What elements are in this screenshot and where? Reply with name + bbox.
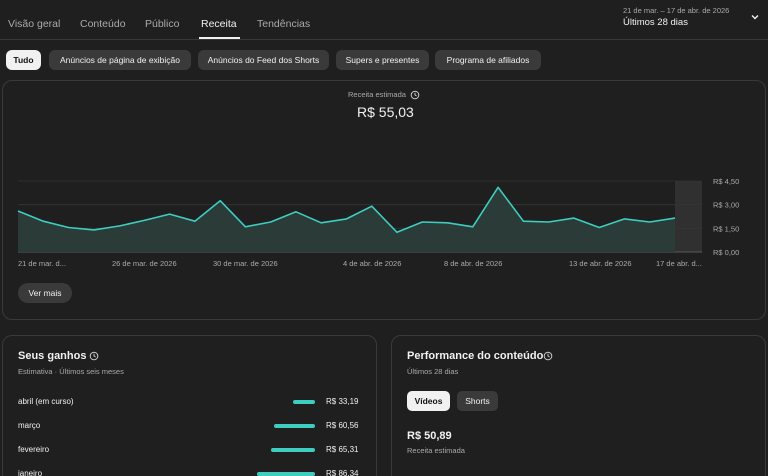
earnings-title: Seus ganhos [18,350,87,362]
revenue-value: R$ 55,03 [357,104,414,120]
earnings-bar [271,448,315,452]
chart-y-tick-label: R$ 1,50 [713,224,739,233]
chart-y-tick-label: R$ 0,00 [713,248,739,257]
performance-value: R$ 50,89 [407,430,452,442]
chevron-down-icon[interactable] [750,12,760,22]
see-more-button[interactable]: Ver mais [18,283,72,303]
top-nav: Visão geral Conteúdo Público Receita Ten… [0,0,768,40]
earnings-month: fevereiro [18,445,50,454]
earnings-month: janeiro [18,469,43,476]
chart-x-tick-label: 30 de mar. de 2026 [213,259,278,268]
segment-videos[interactable]: Vídeos [407,391,450,411]
segment-shorts[interactable]: Shorts [457,391,498,411]
chip-shorts-feed-ads[interactable]: Anúncios do Feed dos Shorts [198,50,329,70]
earnings-value: R$ 65,31 [326,445,359,454]
chart-current-day-highlight [675,181,702,252]
earnings-value: R$ 33,19 [326,397,359,406]
clock-icon[interactable] [89,351,99,361]
clock-icon[interactable] [410,90,420,100]
date-range-text[interactable]: 21 de mar. – 17 de abr. de 2026 [623,6,730,15]
earnings-card [2,335,377,476]
revenue-chart: R$ 0,00 R$ 1,50 R$ 3,00 R$ 4,50 21 de mar. … [17,177,739,268]
revenue-label: Receita estimada [348,90,406,99]
chip-all[interactable]: Tudo [6,50,41,70]
chart-y-tick-label: R$ 3,00 [713,201,739,210]
tab-revenue[interactable]: Receita [201,18,237,30]
chart-x-tick-label: 4 de abr. de 2026 [343,259,401,268]
clock-icon[interactable] [543,351,553,361]
performance-card [391,335,766,476]
earnings-subtitle: Estimativa · Últimos seis meses [18,367,124,376]
earnings-value: R$ 86,34 [326,469,359,476]
earnings-bar [257,472,315,476]
chart-y-tick-label: R$ 4,50 [713,177,739,186]
active-tab-indicator [199,37,240,39]
earnings-month: abril (em curso) [18,397,74,406]
chart-x-tick-label: 21 de mar. d... [18,259,66,268]
tab-audience[interactable]: Público [145,18,180,30]
performance-subtitle: Últimos 28 dias [407,367,459,376]
chart-x-tick-label: 26 de mar. de 2026 [112,259,177,268]
chart-x-tick-label: 13 de abr. de 2026 [569,259,632,268]
tab-content[interactable]: Conteúdo [80,18,126,30]
earnings-month: março [18,421,41,430]
chart-series-line [17,186,676,234]
earnings-bar [274,424,315,428]
chip-display-ads[interactable]: Anúncios de página de exibição [49,50,191,70]
date-range-label[interactable]: Últimos 28 dias [623,17,688,28]
earnings-bar [292,400,315,404]
chip-affiliate[interactable]: Programa de afiliados [435,50,541,70]
chip-supers[interactable]: Supers e presentes [336,50,429,70]
revenue-card [2,80,766,320]
earnings-value: R$ 60,56 [326,421,359,430]
tab-trends[interactable]: Tendências [257,18,311,30]
tab-overview[interactable]: Visão geral [8,18,61,30]
performance-title: Performance do conteúdo [407,350,544,362]
chart-x-tick-label: 8 de abr. de 2026 [444,259,502,268]
chart-x-tick-label: 17 de abr. d... [656,259,702,268]
performance-value-label: Receita estimada [407,446,465,455]
